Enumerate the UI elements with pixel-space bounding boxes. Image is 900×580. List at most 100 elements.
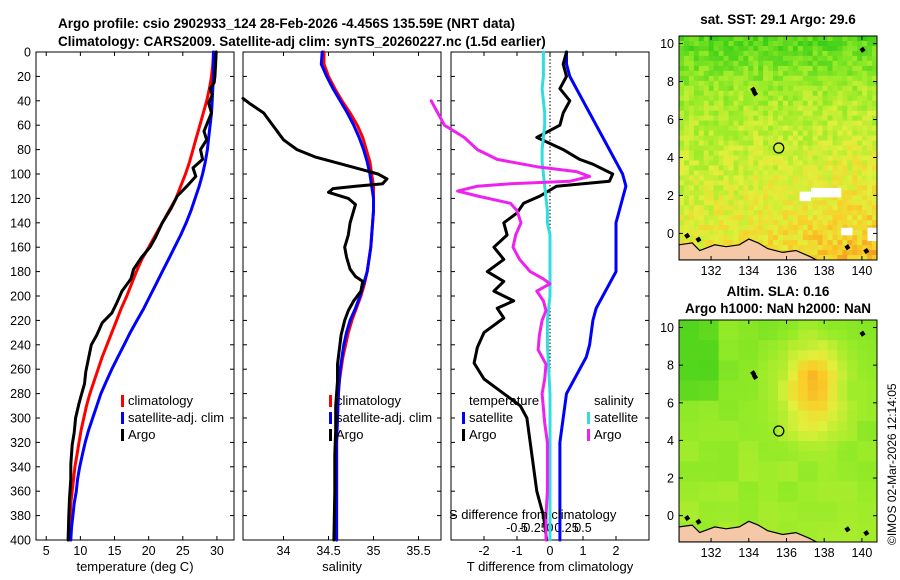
map-cell (718, 380, 730, 392)
map-cell (738, 360, 749, 372)
map-cell (867, 360, 877, 372)
map-cell (684, 175, 690, 181)
map-cell (703, 140, 710, 147)
map-cell (753, 65, 759, 72)
map-cell (693, 115, 700, 122)
map-cell (822, 50, 828, 57)
map-cell (792, 55, 799, 62)
map-cell (728, 80, 734, 87)
map-cell (758, 75, 764, 82)
map-cell (792, 205, 799, 211)
map-cell (862, 190, 868, 196)
map-cell (783, 175, 789, 181)
map-cell (867, 410, 877, 422)
map-cell (758, 130, 764, 137)
map-cell (783, 50, 789, 57)
map-cell (842, 110, 848, 117)
map-cell (802, 60, 809, 67)
map-cell (822, 60, 828, 67)
map-cell (768, 110, 774, 117)
map-cell (733, 130, 739, 137)
map-cell (857, 340, 868, 351)
map-cell (718, 215, 725, 221)
map-cell (862, 205, 868, 211)
map-cell (768, 210, 774, 216)
map-cell (797, 110, 804, 117)
map-cell (679, 461, 690, 472)
map-cell (743, 75, 749, 82)
map-cell (708, 180, 715, 186)
map-cell (728, 205, 734, 211)
map-cell (817, 60, 824, 67)
map-cell (743, 36, 749, 42)
map-cell (713, 36, 720, 42)
map-cell (703, 155, 710, 162)
map-cell (773, 175, 779, 181)
map-cell (857, 60, 863, 67)
map-cell (728, 95, 734, 102)
map-cell (783, 80, 789, 87)
map-cell (787, 225, 794, 231)
map-cell (783, 110, 789, 117)
map-cell (792, 95, 799, 102)
map-cell (703, 95, 710, 102)
map-cell (852, 140, 858, 147)
map-cell (708, 65, 715, 72)
map-cell (867, 215, 873, 221)
map-cell (862, 110, 868, 117)
map-cell (857, 55, 863, 62)
map-cell (862, 115, 868, 122)
map-cell (718, 240, 725, 246)
map-cell (827, 230, 833, 236)
map-cell (693, 195, 700, 201)
map-cell (812, 120, 819, 127)
map-cell (679, 441, 690, 452)
map-cell (862, 55, 868, 62)
map-cell (698, 36, 705, 42)
map-cell (827, 491, 838, 503)
map-cell (748, 130, 754, 137)
x-tick-label: 132 (701, 264, 722, 278)
map-cell (872, 245, 877, 251)
map-cell (787, 235, 794, 241)
map-cell (852, 195, 858, 201)
map-cell (847, 50, 853, 57)
map-cell (748, 80, 754, 87)
map-cell (822, 210, 828, 216)
map-cell (797, 95, 804, 102)
map-cell (703, 90, 710, 97)
map-cell (708, 370, 720, 382)
map-cell (738, 380, 749, 392)
map-cell (748, 410, 759, 422)
map-cell (773, 215, 779, 221)
map-cell (847, 380, 858, 392)
series-line-salinity-satellite (540, 50, 552, 542)
map-cell (748, 175, 754, 181)
map-cell (763, 41, 769, 47)
map-cell (688, 105, 695, 112)
map-cell (733, 170, 739, 176)
map-cell (807, 380, 819, 392)
map-cell (787, 431, 799, 442)
map-cell (768, 160, 774, 166)
map-cell (748, 60, 754, 67)
map-cell (758, 501, 769, 513)
map-cell (792, 245, 799, 251)
map-cell (797, 320, 809, 331)
map-cell (857, 190, 863, 196)
map-cell (842, 170, 848, 176)
legend-label-argo: Argo (336, 427, 363, 442)
map-cell (797, 115, 804, 122)
map-cell (723, 185, 729, 191)
map-cell (802, 235, 809, 241)
map-cell (743, 210, 749, 216)
map-cell (708, 55, 715, 62)
map-cell (733, 215, 739, 221)
y-tick-label: 200 (10, 290, 31, 304)
map-cell (733, 50, 739, 57)
map-cell (842, 125, 848, 132)
map-cell (763, 180, 769, 186)
map-cell (862, 225, 868, 231)
map-cell (748, 165, 754, 171)
map-cell (837, 230, 843, 236)
